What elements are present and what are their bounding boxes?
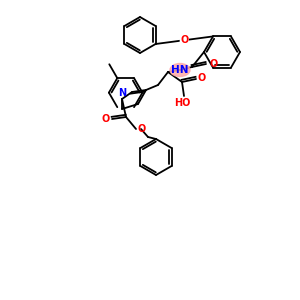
Text: O: O <box>209 59 217 69</box>
Text: HN: HN <box>171 65 189 75</box>
Text: HO: HO <box>174 98 190 108</box>
Text: N: N <box>118 88 126 98</box>
Text: O: O <box>138 124 146 134</box>
Text: O: O <box>102 114 110 124</box>
Ellipse shape <box>170 64 190 76</box>
Text: O: O <box>198 73 206 83</box>
Text: O: O <box>180 35 188 45</box>
